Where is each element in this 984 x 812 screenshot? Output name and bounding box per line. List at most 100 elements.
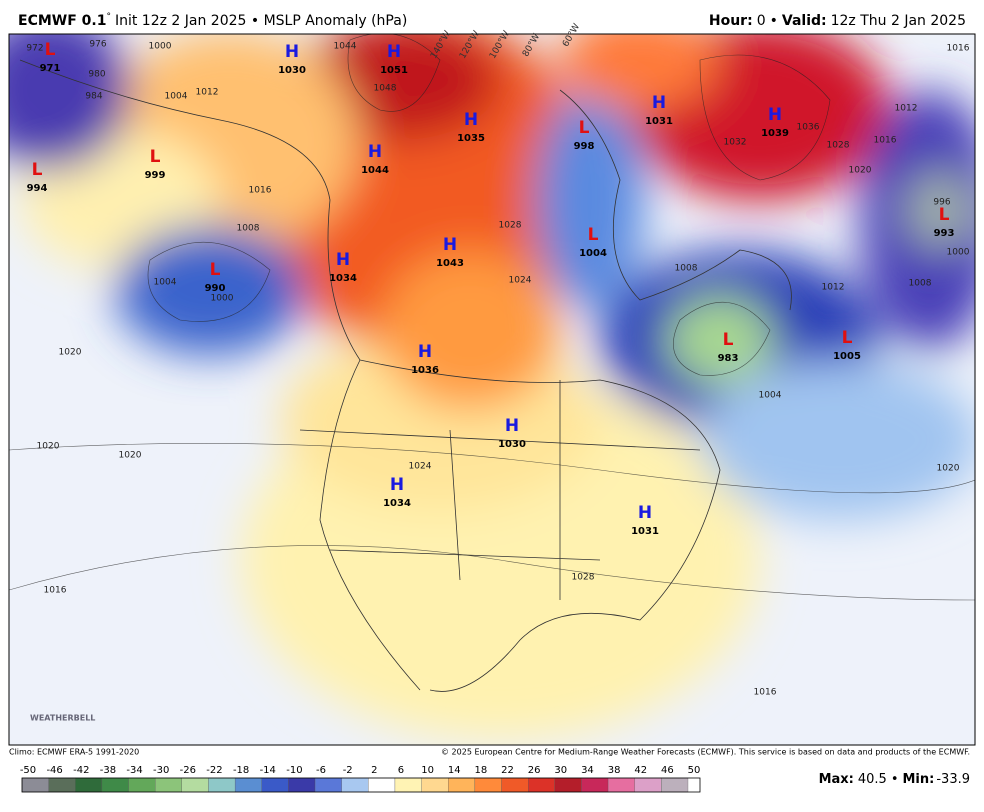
map-frame — [8, 33, 976, 746]
colorbar-tick-label: 50 — [688, 765, 701, 776]
colorbar-tick-label: -42 — [73, 765, 89, 776]
isobar-label: 1020 — [59, 348, 82, 358]
center-value: 1030 — [498, 439, 526, 450]
center-letter: H — [768, 105, 782, 125]
center-letter: H — [443, 235, 457, 255]
colorbar-tick-label: -34 — [126, 765, 142, 776]
colorbar-tick-label: 22 — [501, 765, 514, 776]
center-letter: H — [652, 93, 666, 113]
isobar-label: 1020 — [37, 442, 60, 452]
center-value: 999 — [145, 170, 166, 181]
isobar-label: 1004 — [154, 278, 177, 288]
colorbar-tick-label: 34 — [581, 765, 594, 776]
colorbar-tick-label: 10 — [421, 765, 434, 776]
isobar-label: 1036 — [797, 123, 820, 133]
isobar-label: 1016 — [947, 44, 970, 54]
logo: WEATHERBELL — [30, 714, 95, 723]
colorbar-bin — [208, 777, 236, 793]
isobar-label: 1000 — [149, 42, 172, 52]
center-letter: L — [842, 328, 853, 348]
colorbar-bin — [75, 777, 103, 793]
colorbar-bin — [314, 777, 342, 793]
isobar-label: 1024 — [509, 276, 532, 286]
colorbar-tick-label: -46 — [46, 765, 62, 776]
isobar-label: 1020 — [849, 166, 872, 176]
isobar-label: 1004 — [759, 391, 782, 401]
isobar-label: 984 — [85, 92, 102, 102]
colorbar-tick-label: -14 — [260, 765, 276, 776]
isobar-label: 980 — [88, 70, 105, 80]
sep: • — [770, 13, 778, 29]
header-right: Hour: 0 • Valid: 12z Thu 2 Jan 2025 — [709, 13, 966, 29]
isobar-label: 1008 — [237, 224, 260, 234]
center-letter: L — [45, 40, 56, 60]
colorbar-bin — [181, 777, 209, 793]
center-value: 1034 — [329, 273, 357, 284]
max: 40.5 — [858, 772, 887, 787]
center-letter: H — [336, 250, 350, 270]
isobar-label: 1028 — [827, 141, 850, 151]
center-value: 983 — [718, 353, 739, 364]
colorbar-tick-label: 6 — [398, 765, 404, 776]
isobar-label: 1016 — [44, 586, 67, 596]
center-value: 1044 — [361, 165, 389, 176]
hour: 0 — [757, 13, 766, 29]
colorbar-bin — [607, 777, 635, 793]
colorbar-tick-label: 18 — [475, 765, 488, 776]
colorbar-bin — [554, 777, 582, 793]
center-value: 971 — [40, 63, 61, 74]
isobar-label: 1012 — [196, 88, 219, 98]
min: -33.9 — [936, 772, 970, 787]
colorbar-bin — [155, 777, 182, 793]
degree: ° — [106, 12, 111, 22]
center-letter: L — [939, 205, 950, 225]
isobar-label: 972 — [26, 44, 43, 54]
colorbar-bin — [234, 777, 262, 793]
colorbar-tick-label: -30 — [153, 765, 169, 776]
center-value: 1005 — [833, 351, 861, 362]
isobar-label: 1024 — [409, 462, 432, 472]
colorbar-bin — [48, 777, 76, 793]
center-value: 1043 — [436, 258, 464, 269]
colorbar-tick-label: -18 — [233, 765, 249, 776]
isobar-label: 1016 — [754, 688, 777, 698]
isobars — [9, 34, 975, 601]
isobar-label: 1044 — [334, 42, 357, 52]
isobar-label: 1032 — [724, 138, 747, 148]
isobar-label: 1000 — [947, 248, 970, 258]
colorbar-tick-label: -22 — [206, 765, 222, 776]
center-value: 1051 — [380, 65, 408, 76]
center-letter: H — [464, 110, 478, 130]
isobar-label: 1012 — [822, 283, 845, 293]
colorbar-bin — [528, 777, 555, 793]
center-value: 994 — [27, 183, 48, 194]
center-letter: L — [579, 118, 590, 138]
isobar-label: 1000 — [211, 294, 234, 304]
colorbar-bin — [634, 777, 662, 793]
climo: Climo: ECMWF ERA-5 1991-2020 — [9, 748, 139, 757]
center-letter: L — [588, 225, 599, 245]
colorbar-tick-label: -10 — [286, 765, 302, 776]
colorbar-tick-label: 46 — [661, 765, 674, 776]
center-value: 1030 — [278, 65, 306, 76]
colorbar-bin — [21, 777, 49, 793]
center-letter: H — [418, 342, 432, 362]
isobar-label: 976 — [89, 40, 106, 50]
stats: Max: 40.5 • Min: -33.9 — [819, 772, 970, 787]
colorbar-tick-label: 26 — [528, 765, 541, 776]
colorbar-tick-label: 38 — [608, 765, 621, 776]
header-left: ECMWF 0.1° Init 12z 2 Jan 2025 • MSLP Ano… — [18, 12, 407, 30]
center-value: 1036 — [411, 365, 439, 376]
isobar-label: 1012 — [895, 104, 918, 114]
colorbar-bin — [501, 777, 529, 793]
isobar-label: 1020 — [937, 464, 960, 474]
subtitle: Init 12z 2 Jan 2025 • MSLP Anomaly (hPa) — [115, 13, 407, 29]
colorbar-tick-label: -26 — [180, 765, 196, 776]
colorbar-tick-label: 14 — [448, 765, 461, 776]
colorbar-bin — [368, 777, 396, 793]
min-label: Min: — [903, 772, 935, 787]
colorbar-tick-label: -50 — [20, 765, 36, 776]
colorbar-bin — [661, 777, 689, 793]
isobar-label: 1004 — [165, 92, 188, 102]
